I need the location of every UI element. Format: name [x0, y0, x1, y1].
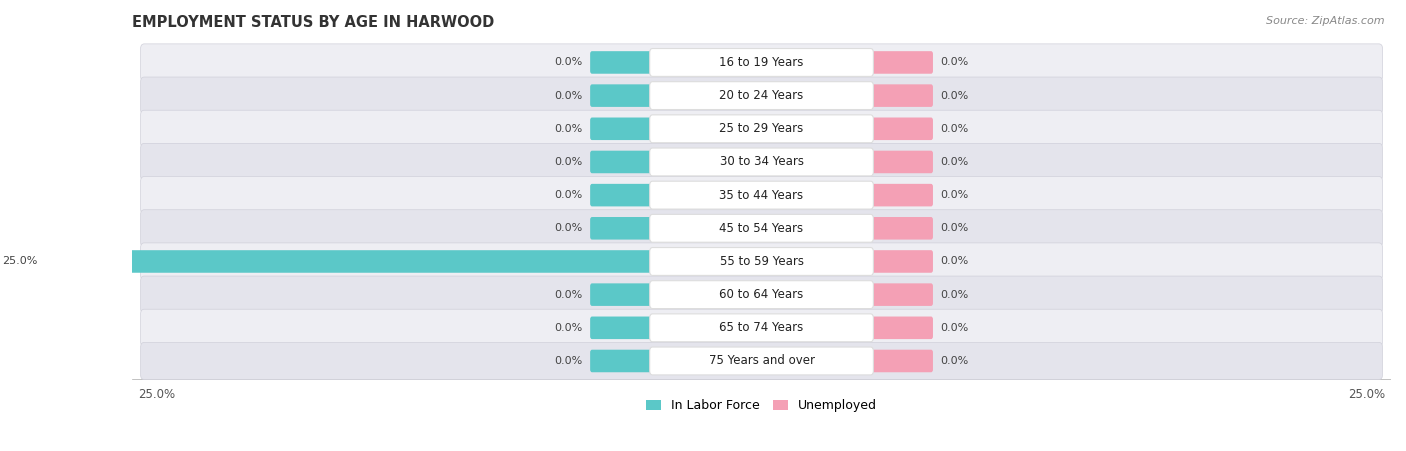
Text: 16 to 19 Years: 16 to 19 Years — [720, 56, 804, 69]
Text: 30 to 34 Years: 30 to 34 Years — [720, 156, 804, 169]
FancyBboxPatch shape — [591, 217, 655, 239]
Text: 25 to 29 Years: 25 to 29 Years — [720, 122, 804, 135]
FancyBboxPatch shape — [141, 77, 1382, 114]
FancyBboxPatch shape — [650, 248, 873, 276]
Text: 0.0%: 0.0% — [554, 124, 582, 134]
Text: 0.0%: 0.0% — [941, 223, 969, 233]
Text: 0.0%: 0.0% — [941, 91, 969, 101]
Text: 0.0%: 0.0% — [941, 190, 969, 200]
FancyBboxPatch shape — [591, 283, 655, 306]
FancyBboxPatch shape — [869, 350, 934, 372]
FancyBboxPatch shape — [650, 148, 873, 176]
FancyBboxPatch shape — [869, 151, 934, 173]
FancyBboxPatch shape — [869, 118, 934, 140]
FancyBboxPatch shape — [869, 250, 934, 273]
Text: 20 to 24 Years: 20 to 24 Years — [720, 89, 804, 102]
Text: 0.0%: 0.0% — [554, 57, 582, 68]
Text: 45 to 54 Years: 45 to 54 Years — [720, 222, 804, 235]
FancyBboxPatch shape — [591, 184, 655, 207]
Text: 75 Years and over: 75 Years and over — [709, 354, 814, 368]
Text: 0.0%: 0.0% — [941, 290, 969, 299]
FancyBboxPatch shape — [650, 281, 873, 308]
FancyBboxPatch shape — [45, 250, 655, 273]
Text: 0.0%: 0.0% — [941, 124, 969, 134]
FancyBboxPatch shape — [650, 314, 873, 342]
FancyBboxPatch shape — [141, 276, 1382, 313]
FancyBboxPatch shape — [141, 143, 1382, 180]
FancyBboxPatch shape — [141, 176, 1382, 214]
Text: 0.0%: 0.0% — [554, 157, 582, 167]
Text: 0.0%: 0.0% — [554, 223, 582, 233]
Text: Source: ZipAtlas.com: Source: ZipAtlas.com — [1267, 16, 1385, 26]
FancyBboxPatch shape — [650, 214, 873, 242]
Text: 35 to 44 Years: 35 to 44 Years — [720, 189, 804, 202]
FancyBboxPatch shape — [591, 84, 655, 107]
Text: EMPLOYMENT STATUS BY AGE IN HARWOOD: EMPLOYMENT STATUS BY AGE IN HARWOOD — [132, 15, 495, 30]
FancyBboxPatch shape — [650, 82, 873, 110]
FancyBboxPatch shape — [869, 283, 934, 306]
Text: 25.0%: 25.0% — [3, 257, 38, 267]
FancyBboxPatch shape — [869, 217, 934, 239]
Text: 0.0%: 0.0% — [941, 323, 969, 333]
Text: 0.0%: 0.0% — [554, 290, 582, 299]
FancyBboxPatch shape — [591, 118, 655, 140]
FancyBboxPatch shape — [141, 309, 1382, 346]
FancyBboxPatch shape — [141, 44, 1382, 81]
Text: 0.0%: 0.0% — [941, 57, 969, 68]
FancyBboxPatch shape — [869, 317, 934, 339]
FancyBboxPatch shape — [141, 342, 1382, 380]
FancyBboxPatch shape — [869, 51, 934, 74]
Legend: In Labor Force, Unemployed: In Labor Force, Unemployed — [641, 394, 882, 417]
FancyBboxPatch shape — [591, 317, 655, 339]
Text: 65 to 74 Years: 65 to 74 Years — [720, 321, 804, 334]
Text: 0.0%: 0.0% — [554, 91, 582, 101]
Text: 0.0%: 0.0% — [554, 356, 582, 366]
Text: 55 to 59 Years: 55 to 59 Years — [720, 255, 804, 268]
FancyBboxPatch shape — [591, 51, 655, 74]
FancyBboxPatch shape — [650, 347, 873, 375]
FancyBboxPatch shape — [650, 115, 873, 143]
FancyBboxPatch shape — [141, 243, 1382, 280]
FancyBboxPatch shape — [650, 49, 873, 76]
Text: 0.0%: 0.0% — [941, 157, 969, 167]
FancyBboxPatch shape — [869, 184, 934, 207]
FancyBboxPatch shape — [650, 181, 873, 209]
FancyBboxPatch shape — [869, 84, 934, 107]
Text: 0.0%: 0.0% — [554, 190, 582, 200]
Text: 60 to 64 Years: 60 to 64 Years — [720, 288, 804, 301]
Text: 0.0%: 0.0% — [941, 356, 969, 366]
Text: 0.0%: 0.0% — [941, 257, 969, 267]
FancyBboxPatch shape — [591, 350, 655, 372]
FancyBboxPatch shape — [141, 210, 1382, 247]
FancyBboxPatch shape — [591, 151, 655, 173]
FancyBboxPatch shape — [141, 110, 1382, 147]
Text: 0.0%: 0.0% — [554, 323, 582, 333]
